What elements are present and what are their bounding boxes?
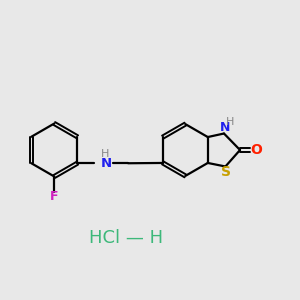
Text: S: S (221, 165, 231, 179)
Text: HCl — H: HCl — H (89, 229, 164, 247)
Text: H: H (100, 149, 109, 159)
Text: H: H (226, 117, 234, 127)
Text: F: F (50, 190, 58, 203)
Text: O: O (250, 143, 262, 157)
Text: N: N (100, 157, 112, 170)
Text: N: N (220, 121, 230, 134)
